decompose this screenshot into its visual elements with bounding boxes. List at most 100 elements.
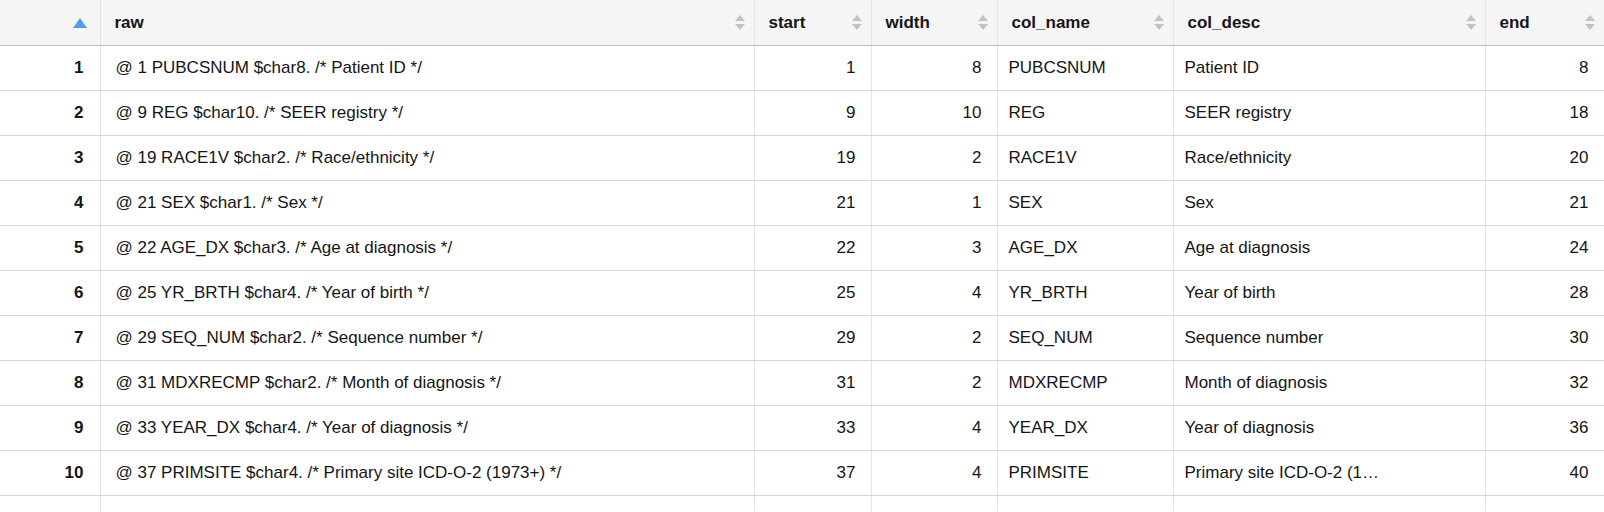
cell-col_name: YR_BRTH [997,271,1173,316]
column-header-start[interactable]: start [754,0,871,46]
column-header-label: col_name [1012,13,1090,33]
cell-start: 1 [754,46,871,91]
sort-up-down-icon[interactable] [1154,15,1164,30]
table-row: 2 @ 9 REG $char10. /* SEER registry */ 9… [0,91,1604,136]
cell-width: 2 [871,361,997,406]
sort-ascending-icon[interactable] [73,18,87,28]
row-number-cell: 3 [0,136,100,181]
table-row: 10 @ 37 PRIMSITE $char4. /* Primary site… [0,451,1604,496]
row-number-cell: 5 [0,226,100,271]
cell-col_name: MDXRECMP [997,361,1173,406]
cell-end: 32 [1485,361,1604,406]
cell-end: 28 [1485,271,1604,316]
row-number-cell: 2 [0,91,100,136]
row-number-cell: 9 [0,406,100,451]
column-header-width[interactable]: width [871,0,997,46]
cell-end: 21 [1485,181,1604,226]
row-number-header[interactable] [0,0,100,46]
cell-width: 4 [871,271,997,316]
column-header-label: raw [115,13,144,33]
cell-col_name: AGE_DX [997,226,1173,271]
cell-col_desc: Month of diagnosis [1173,361,1485,406]
column-header-raw[interactable]: raw [100,0,754,46]
cell-col_name: PRIMSITE [997,451,1173,496]
table-row: 4 @ 21 SEX $char1. /* Sex */ 21 1 SEX Se… [0,181,1604,226]
cell-start: 22 [754,226,871,271]
cell-end: 36 [1485,406,1604,451]
header-row: raw start width [0,0,1604,46]
sort-up-down-icon[interactable] [978,15,988,30]
cell-width: 3 [871,226,997,271]
cell-col_desc: Patient ID [1173,46,1485,91]
cell-col_name: SEQ_NUM [997,316,1173,361]
cell-start [754,496,871,512]
cell-raw: @ 31 MDXRECMP $char2. /* Month of diagno… [100,361,754,406]
cell-col_desc: Year of diagnosis [1173,406,1485,451]
cell-raw: @ 33 YEAR_DX $char4. /* Year of diagnosi… [100,406,754,451]
cell-width: 4 [871,451,997,496]
table-row: 7 @ 29 SEQ_NUM $char2. /* Sequence numbe… [0,316,1604,361]
cell-end: 30 [1485,316,1604,361]
row-number-cell: 1 [0,46,100,91]
cell-start: 33 [754,406,871,451]
table-row-partial [0,496,1604,512]
cell-col_desc: Age at diagnosis [1173,226,1485,271]
cell-end: 8 [1485,46,1604,91]
cell-col_name: PUBCSNUM [997,46,1173,91]
column-header-label: width [886,13,930,33]
cell-col_name: SEX [997,181,1173,226]
row-number-cell: 8 [0,361,100,406]
cell-end: 40 [1485,451,1604,496]
cell-width: 8 [871,46,997,91]
cell-raw: @ 1 PUBCSNUM $char8. /* Patient ID */ [100,46,754,91]
cell-start: 9 [754,91,871,136]
cell-start: 21 [754,181,871,226]
cell-width: 4 [871,406,997,451]
cell-col_name: REG [997,91,1173,136]
table-row: 6 @ 25 YR_BRTH $char4. /* Year of birth … [0,271,1604,316]
cell-col_name: RACE1V [997,136,1173,181]
cell-col_desc: SEER registry [1173,91,1485,136]
cell-col_desc [1173,496,1485,512]
sort-up-down-icon[interactable] [1466,15,1476,30]
table-row: 9 @ 33 YEAR_DX $char4. /* Year of diagno… [0,406,1604,451]
cell-raw: @ 22 AGE_DX $char3. /* Age at diagnosis … [100,226,754,271]
cell-raw: @ 19 RACE1V $char2. /* Race/ethnicity */ [100,136,754,181]
cell-end: 24 [1485,226,1604,271]
cell-col_desc: Primary site ICD-O-2 (1… [1173,451,1485,496]
cell-col_name [997,496,1173,512]
cell-end: 20 [1485,136,1604,181]
cell-raw: @ 25 YR_BRTH $char4. /* Year of birth */ [100,271,754,316]
cell-width: 1 [871,181,997,226]
column-header-col_name[interactable]: col_name [997,0,1173,46]
cell-start: 31 [754,361,871,406]
cell-width: 2 [871,316,997,361]
column-header-end[interactable]: end [1485,0,1604,46]
sort-up-down-icon[interactable] [735,15,745,30]
cell-end [1485,496,1604,512]
cell-col_desc: Sex [1173,181,1485,226]
sort-up-down-icon[interactable] [1585,15,1595,30]
table-row: 1 @ 1 PUBCSNUM $char8. /* Patient ID */ … [0,46,1604,91]
cell-width: 10 [871,91,997,136]
table-row: 3 @ 19 RACE1V $char2. /* Race/ethnicity … [0,136,1604,181]
cell-col_name: YEAR_DX [997,406,1173,451]
cell-col_desc: Sequence number [1173,316,1485,361]
cell-start: 19 [754,136,871,181]
cell-start: 29 [754,316,871,361]
row-number-cell: 7 [0,316,100,361]
data-viewer-grid: raw start width [0,0,1604,512]
column-header-label: end [1500,13,1530,33]
cell-start: 37 [754,451,871,496]
cell-raw: @ 37 PRIMSITE $char4. /* Primary site IC… [100,451,754,496]
cell-start: 25 [754,271,871,316]
sort-up-down-icon[interactable] [852,15,862,30]
column-header-col_desc[interactable]: col_desc [1173,0,1485,46]
cell-width: 2 [871,136,997,181]
column-header-label: col_desc [1188,13,1261,33]
row-number-cell [0,496,100,512]
row-number-cell: 4 [0,181,100,226]
cell-end: 18 [1485,91,1604,136]
cell-col_desc: Year of birth [1173,271,1485,316]
cell-raw: @ 9 REG $char10. /* SEER registry */ [100,91,754,136]
